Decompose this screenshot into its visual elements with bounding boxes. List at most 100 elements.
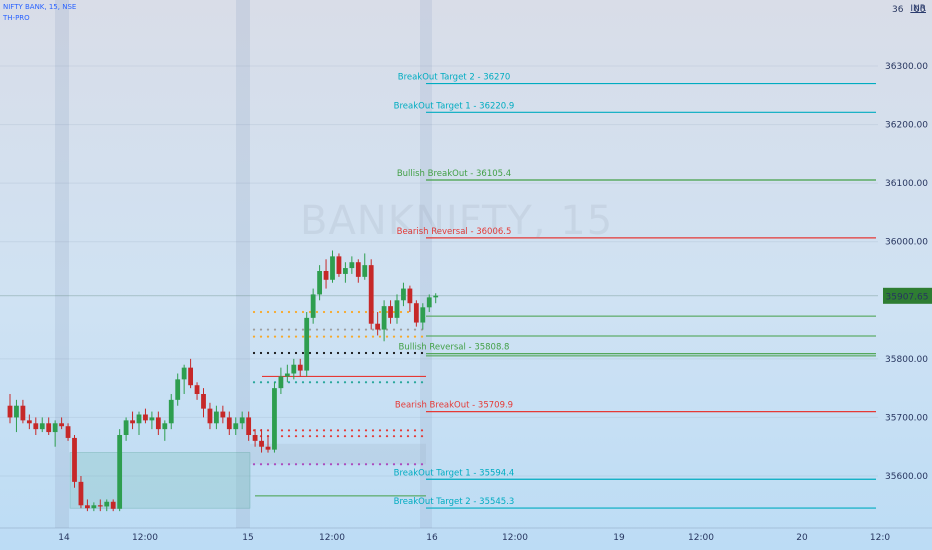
indicator-dot <box>280 463 284 466</box>
y-top-label-right: 00 <box>914 5 926 15</box>
currency-label[interactable]: INR <box>910 4 926 14</box>
indicator-label: TH-PRO <box>3 14 30 22</box>
indicator-dot <box>343 328 347 331</box>
indicator-dot <box>357 335 361 338</box>
x-tick-label: 14 <box>58 533 70 543</box>
candle <box>284 373 290 377</box>
candle <box>7 405 13 418</box>
indicator-dot <box>392 310 396 314</box>
indicator-dot <box>385 435 389 438</box>
indicator-dot <box>378 435 382 438</box>
session-band <box>420 0 432 528</box>
candle <box>26 420 32 424</box>
indicator-dot <box>315 310 319 314</box>
indicator-dot <box>301 335 305 338</box>
indicator-dot <box>343 429 347 432</box>
candle <box>317 271 322 295</box>
indicator-dot <box>371 328 375 331</box>
range-box <box>69 452 251 509</box>
candle <box>381 306 387 330</box>
indicator-dot <box>385 351 389 355</box>
indicator-dot <box>364 328 368 331</box>
candle <box>168 399 174 424</box>
candle <box>278 376 284 389</box>
indicator-dot <box>350 335 354 338</box>
indicator-dot <box>287 328 291 331</box>
indicator-dot <box>364 351 368 355</box>
indicator-dot <box>329 310 333 314</box>
indicator-dot <box>322 381 326 384</box>
indicator-dot <box>336 429 340 432</box>
candle <box>388 306 393 318</box>
indicator-dot <box>336 463 340 466</box>
candle <box>97 505 103 507</box>
x-tick-label: 20 <box>796 533 808 543</box>
y-top-label: 36 <box>892 5 904 15</box>
indicator-dot <box>406 381 410 384</box>
indicator-dot <box>357 435 361 438</box>
candle <box>188 367 193 386</box>
indicator-dot <box>406 351 410 355</box>
indicator-dot <box>308 381 312 384</box>
level-label: BreakOut Target 2 - 35545.3 <box>394 497 515 507</box>
indicator-dot <box>378 335 382 338</box>
indicator-dot <box>357 310 361 314</box>
y-tick-label: 36100.00 <box>885 179 928 189</box>
candle <box>297 364 303 371</box>
candle <box>130 420 135 424</box>
indicator-dot <box>273 310 277 314</box>
indicator-dot <box>413 335 417 338</box>
indicator-dot <box>301 381 305 384</box>
candle <box>420 307 426 323</box>
indicator-dot <box>399 463 403 466</box>
candle <box>252 435 258 441</box>
indicator-dot <box>336 310 340 314</box>
indicator-dot <box>364 435 368 438</box>
indicator-dot <box>315 435 319 438</box>
indicator-dot <box>350 351 354 355</box>
indicator-dot <box>357 381 361 384</box>
candle <box>291 364 297 374</box>
indicator-dot <box>294 429 298 432</box>
indicator-dot <box>252 335 256 338</box>
indicator-dot <box>329 435 333 438</box>
indicator-dot <box>385 335 389 338</box>
indicator-dot <box>308 328 312 331</box>
candle <box>214 411 219 424</box>
candle <box>181 367 187 380</box>
x-tick-label: 12:0 <box>870 533 890 543</box>
indicator-dot <box>308 310 312 314</box>
indicator-dot <box>385 381 389 384</box>
indicator-dot <box>336 351 340 355</box>
indicator-dot <box>259 463 263 466</box>
indicator-dot <box>350 435 354 438</box>
indicator-dot <box>420 463 424 466</box>
indicator-dot <box>329 429 333 432</box>
indicator-dot <box>343 351 347 355</box>
watermark: BANKNIFTY, 15 <box>300 198 614 244</box>
y-tick-label: 36200.00 <box>885 121 928 131</box>
indicator-dot <box>378 463 382 466</box>
indicator-dot <box>301 351 305 355</box>
candle <box>368 265 374 324</box>
indicator-dot <box>294 381 298 384</box>
indicator-dot <box>266 335 270 338</box>
indicator-dot <box>301 435 305 438</box>
indicator-dot <box>413 328 417 331</box>
indicator-dot <box>420 335 424 338</box>
candle <box>117 435 123 509</box>
indicator-dot <box>420 381 424 384</box>
indicator-dot <box>273 335 277 338</box>
indicator-dot <box>420 351 424 355</box>
indicator-dot <box>399 310 403 314</box>
x-tick-label: 12:00 <box>319 533 345 543</box>
indicator-dot <box>252 381 256 384</box>
indicator-dot <box>371 335 375 338</box>
indicator-dot <box>308 435 312 438</box>
indicator-dot <box>378 310 382 314</box>
level-label: Bearish Reversal - 36006.5 <box>397 227 512 237</box>
indicator-dot <box>420 429 424 432</box>
indicator-dot <box>287 310 291 314</box>
indicator-dot <box>350 463 354 466</box>
indicator-dot <box>420 435 424 438</box>
